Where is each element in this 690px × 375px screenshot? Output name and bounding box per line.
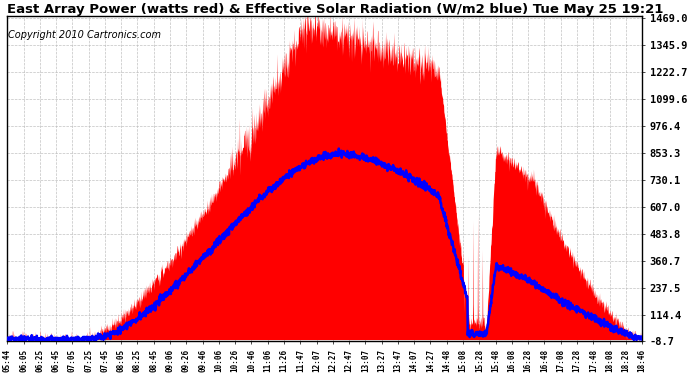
Text: East Array Power (watts red) & Effective Solar Radiation (W/m2 blue) Tue May 25 : East Array Power (watts red) & Effective… <box>8 3 664 16</box>
Text: Copyright 2010 Cartronics.com: Copyright 2010 Cartronics.com <box>8 30 161 40</box>
